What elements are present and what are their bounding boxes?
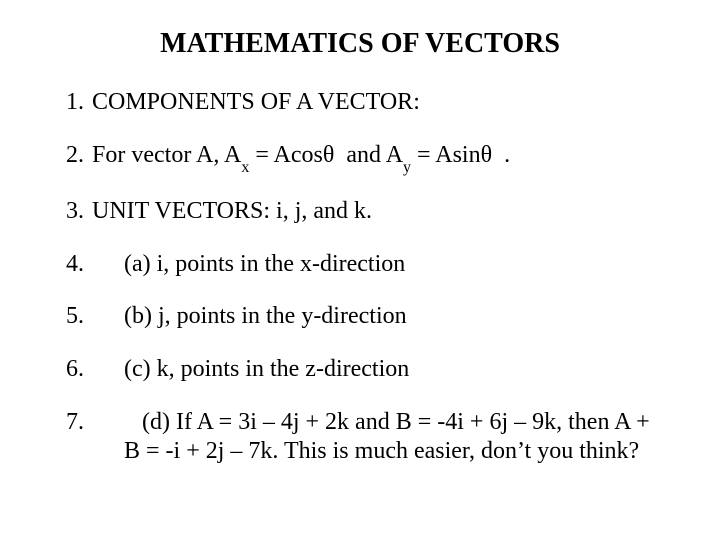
list-item: 2. For vector A, Ax = Acosθ and Ay = Asi… bbox=[50, 141, 670, 173]
list-item: 1.COMPONENTS OF A VECTOR: bbox=[50, 88, 670, 117]
item-number: 2. bbox=[50, 141, 92, 173]
item-number: 3. bbox=[50, 197, 92, 226]
item-text: COMPONENTS OF A VECTOR: bbox=[92, 88, 670, 117]
list-item: 3.UNIT VECTORS: i, j, and k. bbox=[50, 197, 670, 226]
list-item: 4.(a) i, points in the x-direction bbox=[50, 250, 670, 279]
item-text: (d) If A = 3i – 4j + 2k and B = -4i + 6j… bbox=[92, 408, 670, 466]
item-number: 6. bbox=[50, 355, 92, 384]
item-text: (b) j, points in the y-direction bbox=[92, 302, 670, 331]
item-text: For vector A, Ax = Acosθ and Ay = Asinθ … bbox=[92, 141, 670, 173]
list-item: 5.(b) j, points in the y-direction bbox=[50, 302, 670, 331]
list-item: 6.(c) k, points in the z-direction bbox=[50, 355, 670, 384]
list-item: 7. (d) If A = 3i – 4j + 2k and B = -4i +… bbox=[50, 408, 670, 466]
item-number: 7. bbox=[50, 408, 92, 466]
item-text: (a) i, points in the x-direction bbox=[92, 250, 670, 279]
item-list: 1.COMPONENTS OF A VECTOR:2. For vector A… bbox=[50, 88, 670, 466]
item-text: UNIT VECTORS: i, j, and k. bbox=[92, 197, 670, 226]
item-number: 5. bbox=[50, 302, 92, 331]
item-number: 4. bbox=[50, 250, 92, 279]
item-text: (c) k, points in the z-direction bbox=[92, 355, 670, 384]
page-title: MATHEMATICS OF VECTORS bbox=[50, 28, 670, 60]
item-number: 1. bbox=[50, 88, 92, 117]
